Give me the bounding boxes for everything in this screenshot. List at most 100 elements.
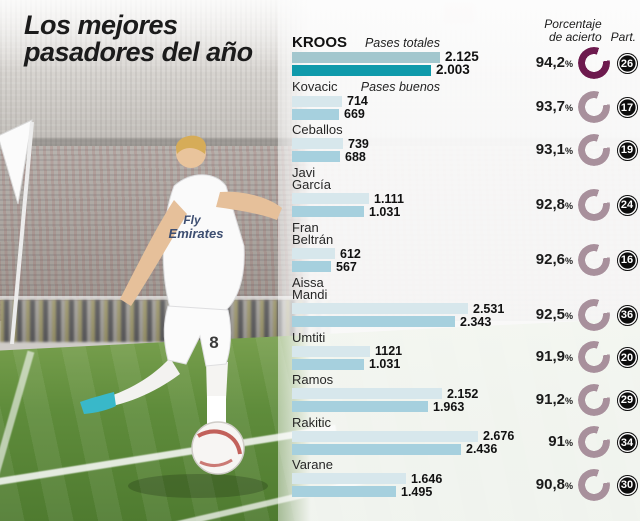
good-passes-bar (292, 316, 455, 327)
player-row: KROOS Pases totales 2.125 2.003 94,2% 26 (286, 34, 638, 79)
total-passes-value: 2.676 (483, 429, 515, 443)
total-passes-value: 714 (347, 94, 368, 108)
accuracy-ring-icon (578, 47, 610, 79)
percent-sign: % (564, 395, 573, 406)
accuracy-ring-icon (578, 468, 610, 501)
total-passes-bar (292, 248, 335, 259)
player-name: Aissa Mandi (292, 274, 328, 302)
player-bars-group: Rakitic 2.676 2.436 (286, 416, 522, 455)
accuracy-ring-icon (578, 91, 610, 123)
player-bars-group: Ramos 2.152 1.963 (286, 372, 522, 414)
accuracy-value: 90,8% (535, 475, 573, 493)
player-name-line: Fran Beltrán (292, 219, 522, 247)
player-bars-group: Varane 1.646 1.495 (286, 458, 522, 498)
participations-badge: 26 (616, 53, 638, 74)
bar-line: 1.963 (292, 399, 522, 414)
good-passes-value: 1.963 (433, 399, 465, 414)
total-passes-value: 612 (340, 246, 361, 261)
accuracy-ring-icon (578, 298, 610, 331)
total-passes-value: 1.646 (411, 471, 443, 486)
bar-line: 1.031 (292, 358, 522, 370)
total-passes-bar (292, 345, 370, 357)
percent-sign: % (564, 145, 573, 156)
accuracy-ring-icon (578, 383, 610, 416)
total-passes-bar (292, 51, 440, 63)
pitchside-rail (0, 296, 330, 300)
player-row: Umtiti 1121 1.031 91,9% 20 (286, 329, 638, 373)
bar-line: 612 (292, 246, 522, 261)
player-name-line: Aissa Mandi (292, 274, 522, 302)
column-headers: Porcentaje de acierto Part. (516, 18, 636, 43)
total-passes-bar (292, 95, 342, 107)
participations-badge: 24 (616, 194, 638, 216)
accuracy-ring-icon (578, 426, 610, 458)
player-row: Ceballos 739 688 93,1% 19 (286, 122, 638, 166)
bar-line: 2.436 (292, 443, 522, 455)
accuracy-value: 92,5% (535, 305, 573, 323)
player-row: Aissa Mandi 2.531 2.343 92,5% 36 (286, 274, 638, 331)
participations-badge: 19 (616, 139, 638, 161)
svg-text:Fly: Fly (183, 213, 202, 227)
participations-column-header: Part. (610, 29, 636, 44)
page-title: Los mejores pasadores del año (24, 12, 253, 66)
percent-sign: % (564, 438, 573, 448)
player-name: KROOS (292, 34, 348, 51)
total-passes-bar (292, 430, 478, 442)
accuracy-ring-icon (578, 188, 610, 221)
player-bars-group: KROOS Pases totales 2.125 2.003 (286, 34, 522, 76)
player-name-line: Rakitic (292, 416, 522, 430)
good-passes-value: 1.031 (369, 204, 401, 219)
good-passes-value: 567 (336, 259, 357, 274)
player-bars-group: Aissa Mandi 2.531 2.343 (286, 274, 522, 329)
bar-line: 739 (292, 137, 522, 150)
total-passes-value: 2.125 (445, 49, 479, 64)
total-passes-value: 2.152 (447, 386, 479, 401)
good-passes-bar (292, 401, 428, 412)
player-name-line: Ceballos (292, 122, 522, 137)
participations-badge: 36 (616, 304, 638, 326)
total-passes-value: 2.531 (473, 301, 505, 316)
participations-badge: 30 (616, 474, 638, 496)
player-name: Javi García (292, 164, 332, 192)
accuracy-column-header: Porcentaje de acierto (544, 17, 602, 44)
total-passes-value: 1.111 (374, 191, 404, 206)
good-passes-bar (292, 358, 364, 370)
player-bars-group: Ceballos 739 688 (286, 122, 522, 164)
accuracy-value: 92,6% (535, 250, 573, 268)
player-bars-group: Kovacic Pases buenos 714 669 (286, 80, 522, 120)
good-passes-value: 2.343 (460, 314, 492, 329)
good-passes-value: 688 (345, 149, 366, 164)
player-name: Kovacic (292, 79, 338, 94)
bar-line: 567 (292, 259, 522, 274)
participations-badge: 29 (616, 389, 638, 411)
player-name: Umtiti (292, 329, 326, 345)
bar-line: 1.031 (292, 204, 522, 219)
total-passes-bar (292, 303, 468, 314)
player-name: Ceballos (292, 122, 343, 137)
accuracy-ring-icon (578, 133, 610, 166)
player-name-line: Umtiti (292, 329, 522, 345)
percent-sign: % (564, 310, 573, 321)
bar-line: 1121 (292, 345, 522, 357)
participations-badge: 17 (616, 97, 638, 118)
good-passes-value: 1.031 (369, 357, 401, 371)
title-line1: Los mejores (24, 10, 178, 40)
good-passes-value: 2.436 (466, 442, 498, 456)
player-row: Varane 1.646 1.495 90,8% 30 (286, 458, 638, 501)
player-name-line: Varane (292, 458, 522, 472)
accuracy-value: 91,9% (535, 348, 573, 365)
accuracy-value: 93,7% (535, 98, 573, 115)
player-name: Ramos (292, 372, 334, 387)
good-passes-value: 669 (344, 107, 365, 121)
series-label-totales: Pases totales (364, 36, 440, 50)
accuracy-value: 92,8% (535, 195, 573, 213)
player-bars-group: Umtiti 1121 1.031 (286, 329, 522, 370)
player-name: Fran Beltrán (292, 219, 334, 247)
bar-line: 669 (292, 108, 522, 120)
player-name-line: Kovacic Pases buenos (292, 80, 522, 94)
good-passes-bar (292, 443, 461, 455)
accuracy-value: 94,2% (535, 54, 573, 71)
total-passes-bar (292, 388, 442, 399)
good-passes-bar (292, 64, 431, 76)
bar-line: 1.495 (292, 485, 522, 498)
